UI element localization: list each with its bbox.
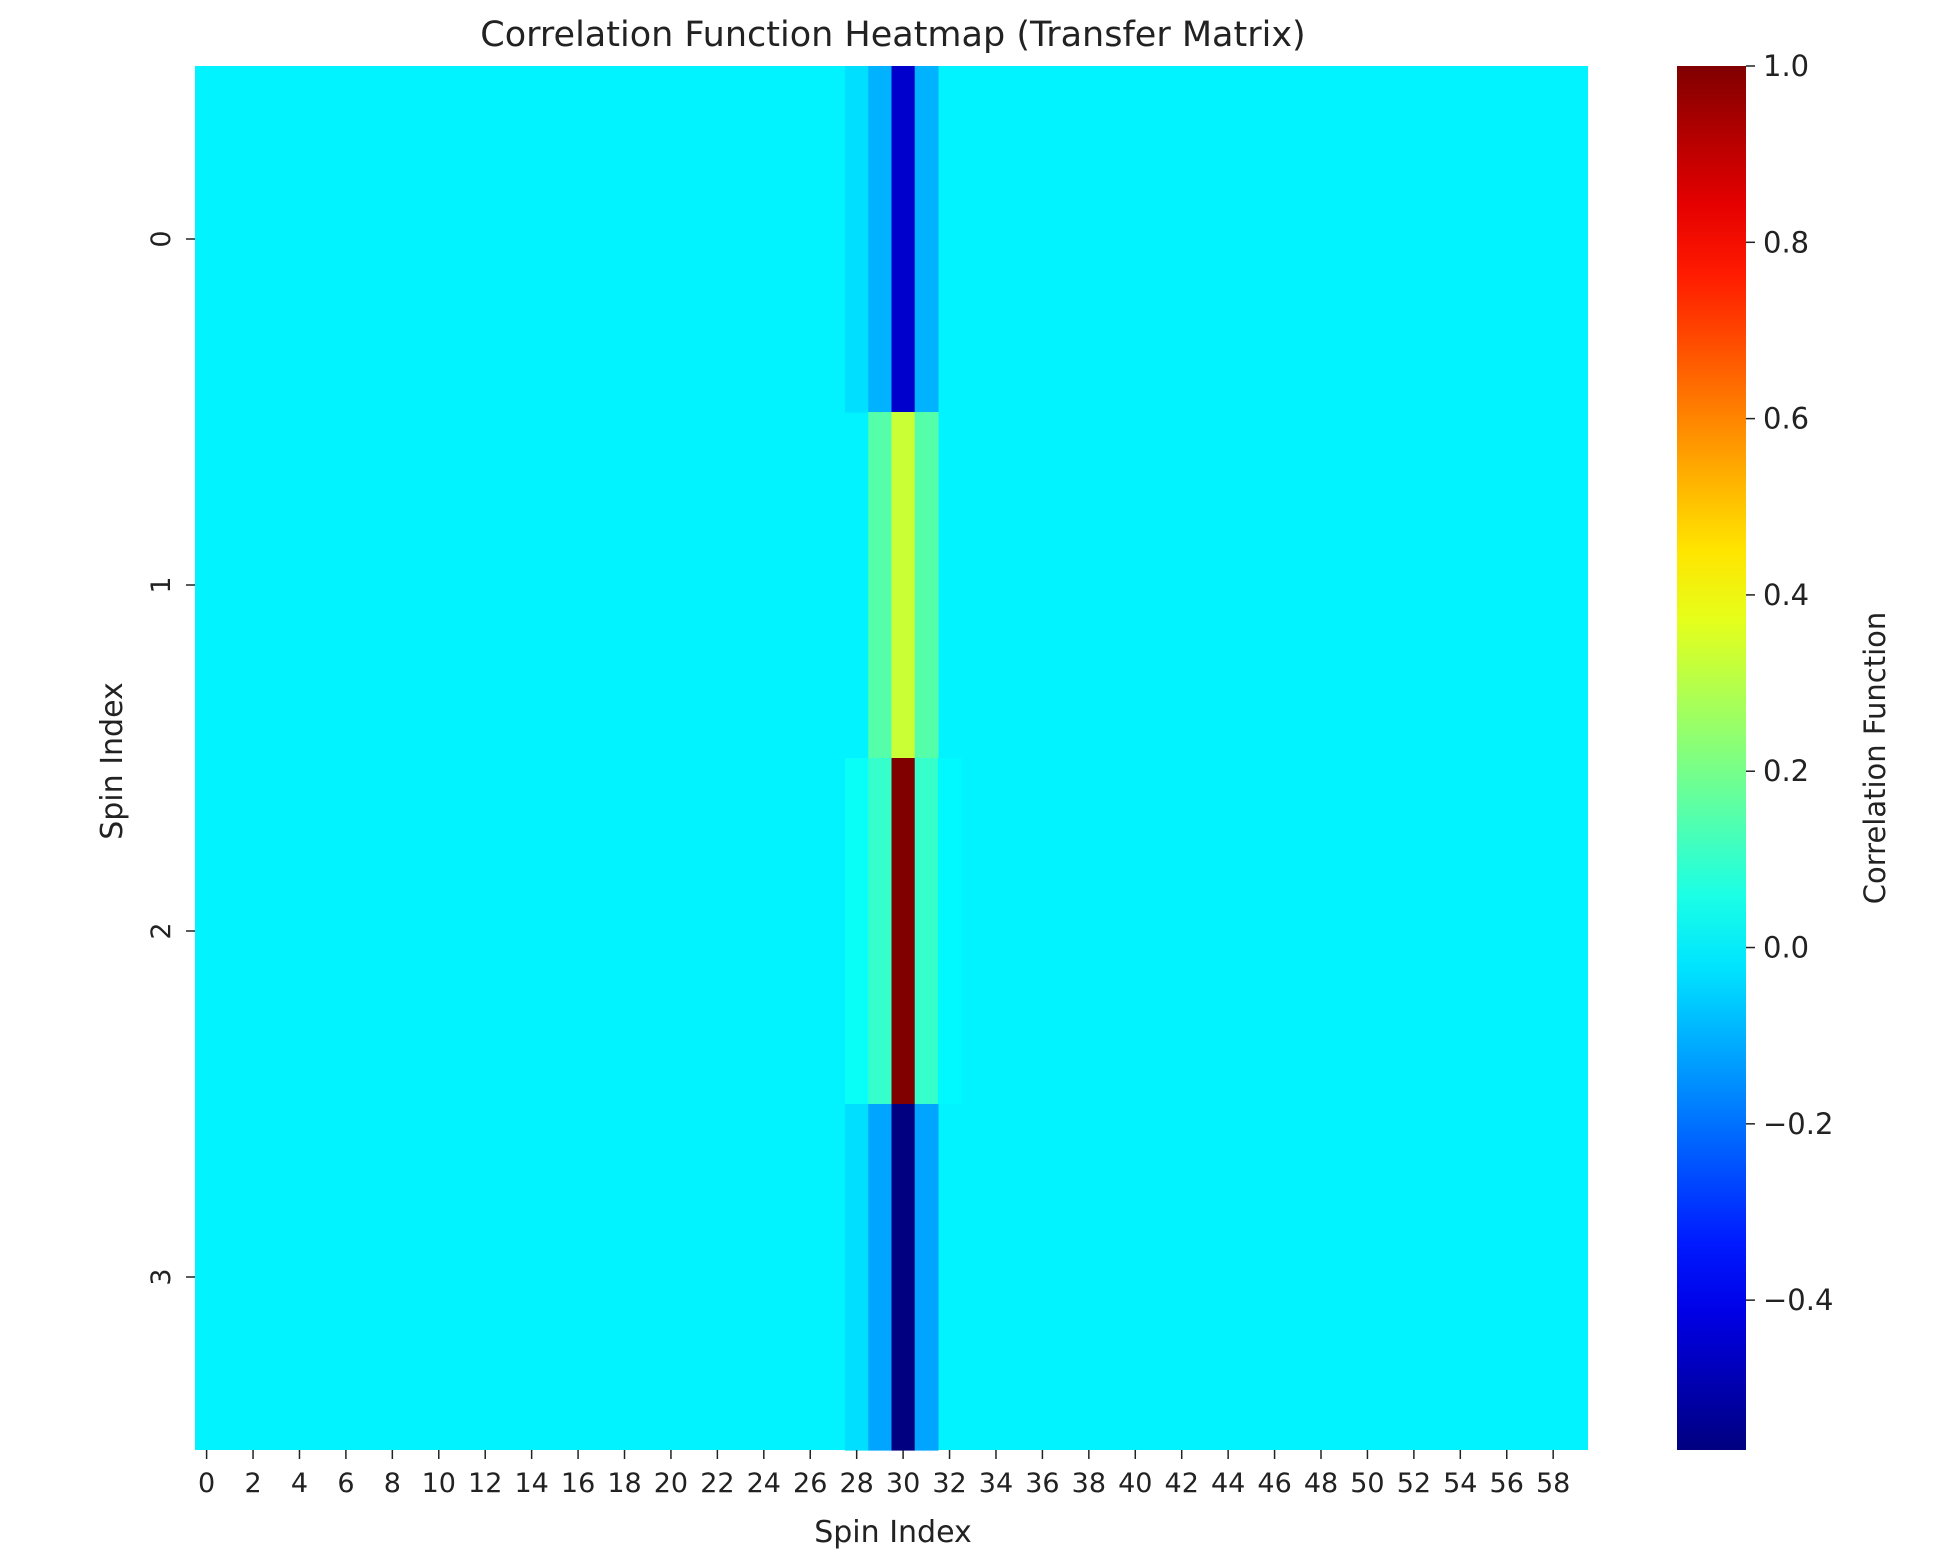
chart-title: Correlation Function Heatmap (Transfer M… <box>480 15 1305 55</box>
heatmap-cell <box>845 1104 869 1451</box>
heatmap-cell <box>937 758 962 1105</box>
x-tick-label: 8 <box>384 1468 401 1499</box>
x-tick-label: 16 <box>561 1468 595 1499</box>
colorbar <box>1677 66 1746 1450</box>
y-tick-label: 1 <box>146 576 177 593</box>
y-tick-label: 0 <box>146 230 177 247</box>
x-tick-label: 4 <box>291 1468 308 1499</box>
x-axis-ticks: 0 2 4 6 8 10 12 14 16 18 20 22 24 26 28 30 32 34 36 38 40 42 4… <box>198 1450 1570 1499</box>
heatmap-cell <box>891 1104 916 1451</box>
x-tick-label: 38 <box>1072 1468 1106 1499</box>
colorbar-tick-label: −0.4 <box>1763 1283 1833 1317</box>
heatmap-cell <box>891 758 916 1105</box>
x-tick-label: 58 <box>1536 1468 1570 1499</box>
x-tick-label: 36 <box>1025 1468 1059 1499</box>
x-tick-label: 42 <box>1165 1468 1199 1499</box>
heatmap-cell <box>914 412 939 759</box>
heatmap-cell <box>868 66 893 413</box>
x-tick-label: 24 <box>747 1468 781 1499</box>
heatmap-cell <box>914 758 939 1105</box>
y-axis-ticks: 0 1 2 3 <box>146 230 195 1286</box>
heatmap-cell <box>845 758 869 1105</box>
heatmap-cell <box>868 412 893 759</box>
x-tick-label: 48 <box>1304 1468 1338 1499</box>
heatmap-cell <box>868 1104 893 1451</box>
x-tick-label: 40 <box>1118 1468 1152 1499</box>
colorbar-tick-label: 0.6 <box>1763 402 1809 436</box>
heatmap-cell <box>891 412 916 759</box>
colorbar-ticks: 1.0 0.8 0.6 0.4 0.2 0.0 −0.2 −0.4 <box>1746 49 1833 1317</box>
x-tick-label: 20 <box>654 1468 688 1499</box>
colorbar-tick-label: 0.0 <box>1763 931 1809 965</box>
x-tick-label: 18 <box>607 1468 641 1499</box>
x-tick-label: 46 <box>1257 1468 1291 1499</box>
x-tick-label: 26 <box>793 1468 827 1499</box>
x-tick-label: 34 <box>979 1468 1013 1499</box>
x-tick-label: 12 <box>468 1468 502 1499</box>
colorbar-tick-label: 1.0 <box>1763 49 1809 83</box>
heatmap-cell <box>914 1104 939 1451</box>
x-tick-label: 56 <box>1490 1468 1524 1499</box>
y-tick-label: 2 <box>146 922 177 939</box>
heatmap-cell <box>891 66 916 413</box>
x-tick-label: 52 <box>1397 1468 1431 1499</box>
x-tick-label: 6 <box>337 1468 354 1499</box>
heatmap-cells <box>195 66 1588 1451</box>
y-axis-label: Spin Index <box>95 682 130 840</box>
x-tick-label: 22 <box>700 1468 734 1499</box>
x-axis-label: Spin Index <box>814 1515 972 1550</box>
x-tick-label: 30 <box>886 1468 920 1499</box>
x-tick-label: 54 <box>1443 1468 1477 1499</box>
colorbar-tick-label: −0.2 <box>1763 1107 1833 1141</box>
heatmap-cell <box>845 66 869 413</box>
y-tick-label: 3 <box>146 1268 177 1285</box>
colorbar-tick-label: 0.2 <box>1763 754 1809 788</box>
x-tick-label: 28 <box>839 1468 873 1499</box>
x-tick-label: 10 <box>422 1468 456 1499</box>
x-tick-label: 2 <box>244 1468 261 1499</box>
colorbar-tick-label: 0.8 <box>1763 225 1809 259</box>
heatmap-cell <box>868 758 893 1105</box>
x-tick-label: 44 <box>1211 1468 1245 1499</box>
x-tick-label: 32 <box>932 1468 966 1499</box>
colorbar-tick-label: 0.4 <box>1763 578 1809 612</box>
colorbar-label: Correlation Function <box>1858 612 1892 904</box>
x-tick-label: 14 <box>514 1468 548 1499</box>
x-tick-label: 50 <box>1350 1468 1384 1499</box>
x-tick-label: 0 <box>198 1468 215 1499</box>
heatmap-cell <box>914 66 939 413</box>
